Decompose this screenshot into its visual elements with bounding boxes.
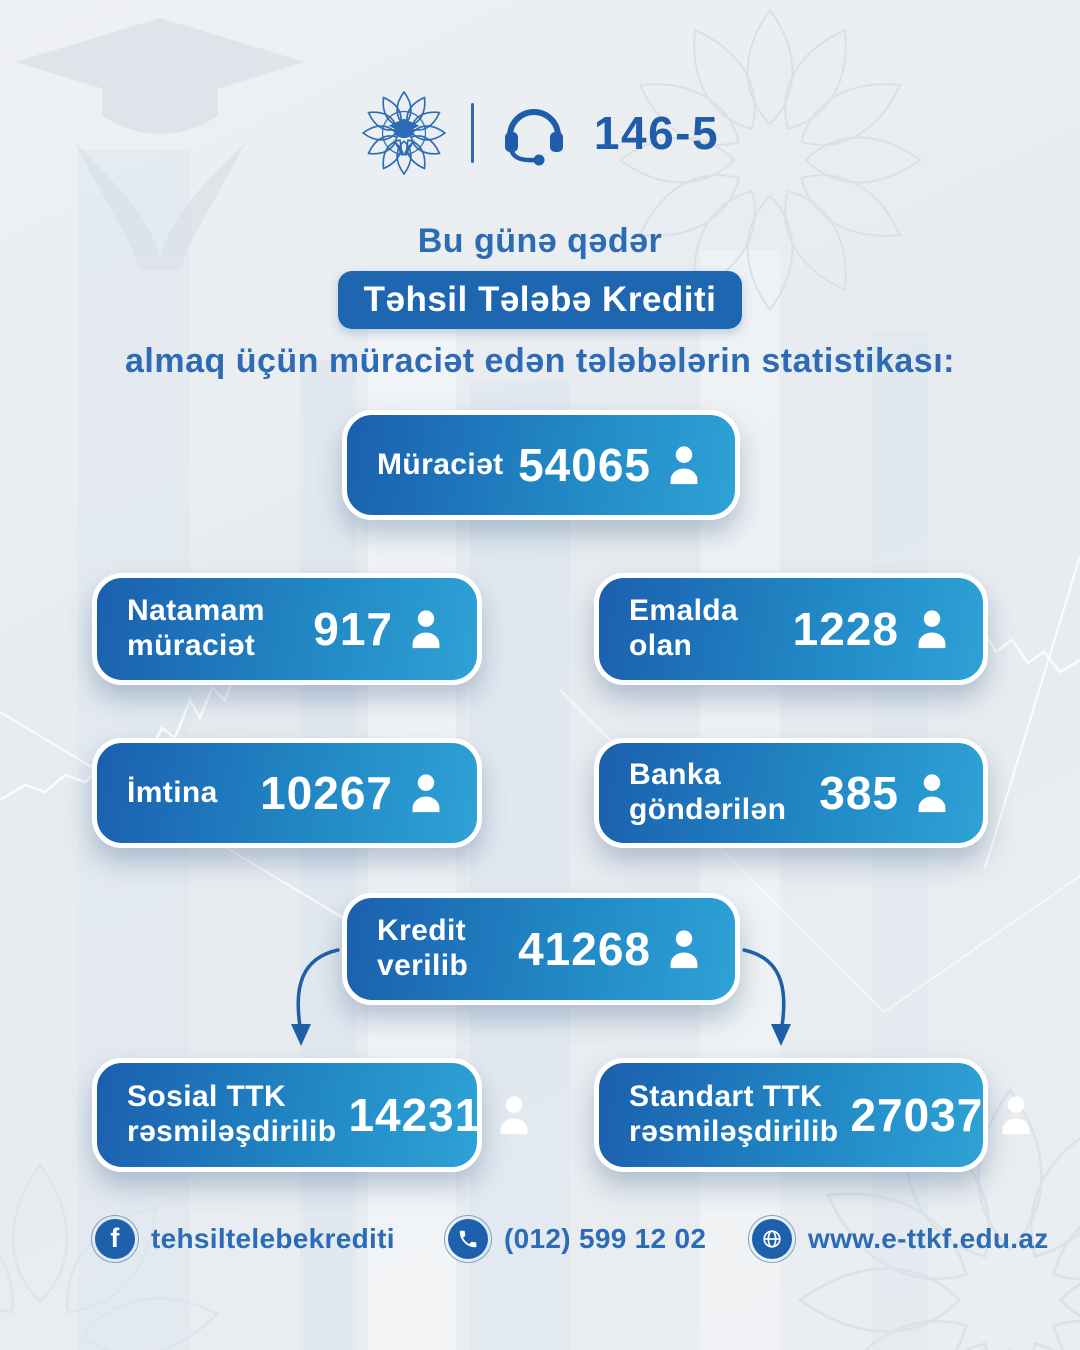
- stat-value-row: 385: [819, 766, 955, 820]
- stat-card-banka-gonderilen: Banka göndərilən 385: [594, 738, 988, 848]
- headset-icon: [498, 100, 570, 166]
- stat-card-sosial-ttk: Sosial TTK rəsmiləşdirilib 14231: [92, 1058, 528, 1172]
- stat-card-standart-ttk: Standart TTK rəsmiləşdirilib 27037: [594, 1058, 1030, 1172]
- title-block: Bu günə qədər Təhsil Tələbə Krediti alma…: [0, 222, 1080, 381]
- title-line-1: Bu günə qədər: [417, 222, 663, 260]
- stat-card-muraciet: Müraciət 54065: [342, 410, 740, 520]
- facebook-icon: f: [91, 1215, 139, 1263]
- stat-label: İmtina: [127, 775, 218, 809]
- footer-facebook: f tehsiltelebekrediti: [91, 1215, 395, 1263]
- stat-label: Sosial TTK rəsmiləşdirilib: [127, 1080, 337, 1148]
- facebook-handle: tehsiltelebekrediti: [151, 1223, 395, 1254]
- website-url: www.e-ttkf.edu.az: [808, 1223, 1049, 1254]
- stat-label: Natamam müraciət: [127, 594, 265, 662]
- stat-label: Standart TTK rəsmiləşdirilib: [629, 1080, 839, 1148]
- footer-website: www.e-ttkf.edu.az: [748, 1215, 1049, 1263]
- stat-label: Banka göndərilən: [629, 758, 787, 826]
- stat-card-natamam-muraciet: Natamam müraciət 917: [92, 573, 482, 685]
- ttkf-logo: [361, 90, 447, 176]
- stat-card-imtina: İmtina 10267: [92, 738, 482, 848]
- stat-label: Emalda olan: [629, 594, 739, 662]
- stat-value-row: 41268: [518, 922, 707, 976]
- flow-arrow-right: [742, 948, 786, 1028]
- stat-value: 1228: [792, 603, 899, 655]
- stat-value-row: 27037: [850, 1088, 1039, 1142]
- stat-label: Kredit verilib: [377, 914, 469, 982]
- person-icon: [909, 770, 955, 816]
- phone-icon: [444, 1215, 492, 1263]
- globe-icon: [748, 1215, 796, 1263]
- title-highlight-pill: Təhsil Tələbə Krediti: [337, 271, 743, 329]
- person-icon: [661, 442, 707, 488]
- person-icon: [491, 1092, 537, 1138]
- phone-number: (012) 599 12 02: [504, 1223, 707, 1254]
- stat-value: 917: [313, 603, 393, 655]
- person-icon: [403, 606, 449, 652]
- header-divider: [470, 103, 474, 163]
- stat-value-row: 1228: [793, 602, 955, 656]
- stat-value: 385: [819, 767, 899, 819]
- person-icon: [661, 926, 707, 972]
- stat-value-row: 14231: [348, 1088, 537, 1142]
- stat-card-emalda-olan: Emalda olan 1228: [594, 573, 988, 685]
- person-icon: [909, 606, 955, 652]
- header: 146-5: [0, 90, 1080, 176]
- stat-value: 54065: [518, 439, 651, 491]
- stat-value: 41268: [518, 923, 651, 975]
- stat-value: 10267: [260, 767, 393, 819]
- stat-label: Müraciət: [377, 447, 504, 481]
- person-icon: [403, 770, 449, 816]
- stat-card-kredit-verilib: Kredit verilib 41268: [342, 893, 740, 1005]
- stat-value: 27037: [850, 1089, 984, 1141]
- stat-value: 14231: [348, 1089, 482, 1141]
- flow-arrow-left: [296, 948, 340, 1028]
- person-icon: [993, 1092, 1039, 1138]
- footer-phone: (012) 599 12 02: [444, 1215, 707, 1263]
- stat-value-row: 54065: [518, 438, 707, 492]
- stat-value-row: 10267: [260, 766, 449, 820]
- title-line-2: almaq üçün müraciət edən tələbələrin sta…: [125, 342, 955, 380]
- hotline-number: 146-5: [593, 107, 720, 159]
- stat-value-row: 917: [313, 602, 449, 656]
